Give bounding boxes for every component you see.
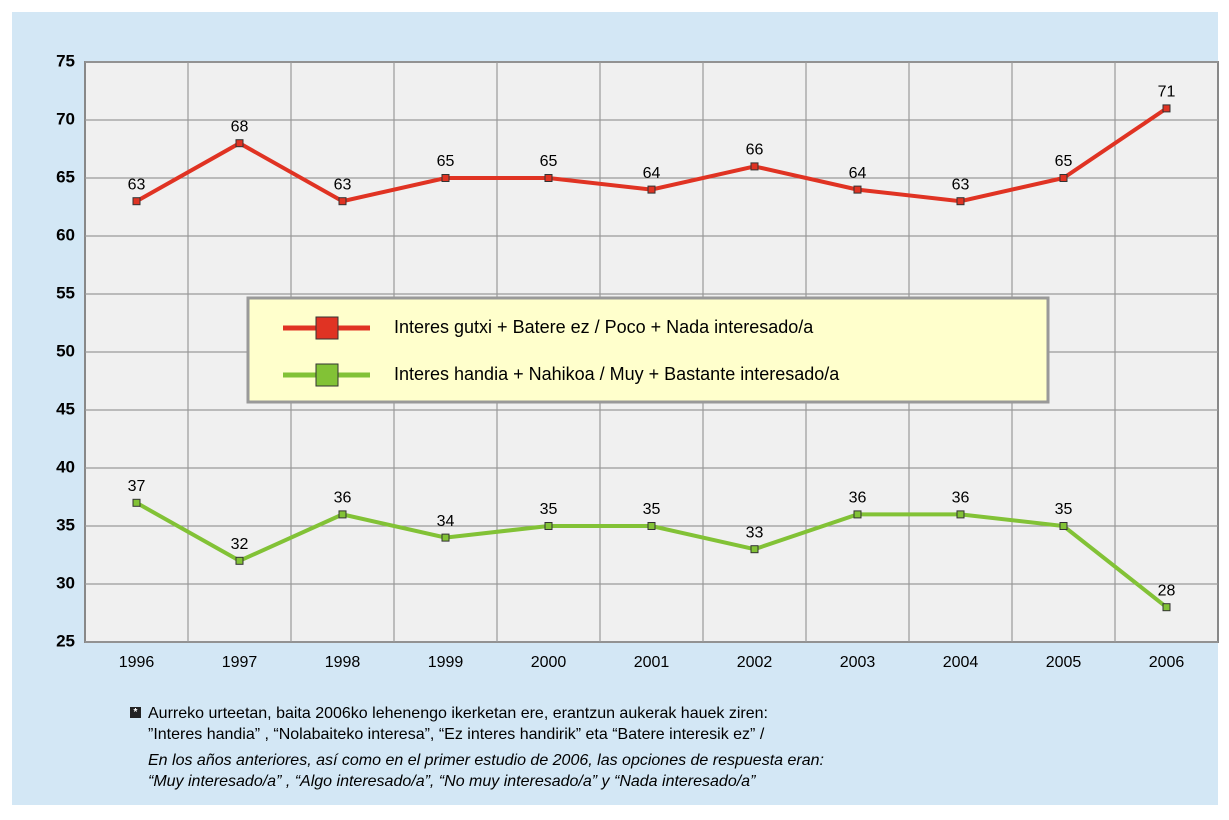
value-label: 65 — [437, 153, 455, 170]
point — [853, 510, 862, 519]
point — [750, 545, 759, 554]
point — [441, 174, 450, 182]
point — [441, 533, 450, 542]
value-label: 35 — [1055, 501, 1073, 518]
point — [1162, 603, 1171, 612]
value-label: 36 — [952, 490, 970, 507]
value-label: 64 — [849, 165, 867, 182]
point — [544, 522, 553, 530]
value-label: 65 — [1055, 153, 1073, 170]
x-tick-label: 1996 — [119, 654, 155, 671]
point — [132, 498, 141, 507]
value-label: 63 — [334, 176, 352, 193]
point — [647, 522, 656, 530]
point — [956, 510, 965, 519]
value-label: 68 — [231, 118, 249, 135]
point — [1059, 174, 1068, 182]
x-tick-label: 2006 — [1149, 654, 1185, 671]
x-tick-label: 2005 — [1046, 654, 1082, 671]
point — [1059, 522, 1068, 530]
value-label: 35 — [643, 501, 661, 518]
y-tick-label: 70 — [56, 109, 75, 128]
point — [750, 162, 759, 171]
point — [544, 174, 553, 182]
point — [853, 185, 862, 194]
point — [956, 197, 965, 206]
y-tick-label: 50 — [56, 341, 75, 360]
value-label: 34 — [437, 513, 455, 530]
point — [235, 139, 244, 148]
x-tick-label: 1998 — [325, 654, 361, 671]
value-label: 66 — [746, 142, 764, 159]
value-label: 32 — [231, 536, 249, 553]
y-tick-label: 75 — [56, 51, 75, 70]
point — [235, 556, 244, 565]
point — [1162, 104, 1171, 113]
legend-marker — [315, 363, 339, 387]
y-tick-label: 45 — [56, 399, 75, 418]
y-tick-label: 60 — [56, 225, 75, 244]
legend-marker — [315, 316, 339, 340]
y-tick-label: 40 — [56, 457, 75, 476]
x-tick-label: 2001 — [634, 654, 670, 671]
note-line: Aurreko urteetan, baita 2006ko lehenengo… — [148, 705, 768, 722]
note-line: “Muy interesado/a” , “Algo interesado/a”… — [148, 773, 756, 790]
value-label: 63 — [128, 176, 146, 193]
x-tick-label: 2004 — [943, 654, 979, 671]
value-label: 65 — [540, 153, 558, 170]
note-line: En los años anteriores, así como en el p… — [148, 752, 824, 769]
legend-label: Interes gutxi + Batere ez / Poco + Nada … — [394, 317, 814, 337]
value-label: 36 — [849, 490, 867, 507]
point — [132, 197, 141, 206]
note-icon — [130, 707, 141, 718]
value-label: 33 — [746, 524, 764, 541]
note-icon-star: * — [134, 707, 138, 718]
x-tick-label: 1999 — [428, 654, 464, 671]
value-label: 63 — [952, 176, 970, 193]
value-label: 35 — [540, 501, 558, 518]
legend — [246, 296, 1050, 404]
note-line: ”Interes handia” , “Nolabaiteko interesa… — [148, 726, 765, 743]
x-tick-label: 2000 — [531, 654, 567, 671]
y-tick-label: 65 — [56, 167, 75, 186]
point — [338, 510, 347, 519]
x-tick-label: 1997 — [222, 654, 258, 671]
legend-label: Interes handia + Nahikoa / Muy + Bastant… — [394, 364, 840, 384]
point — [338, 197, 347, 206]
point — [647, 185, 656, 194]
x-tick-label: 2003 — [840, 654, 876, 671]
y-tick-label: 35 — [56, 515, 75, 534]
y-tick-label: 25 — [56, 631, 75, 650]
value-label: 71 — [1158, 84, 1176, 101]
x-tick-label: 2002 — [737, 654, 773, 671]
y-tick-label: 30 — [56, 573, 75, 592]
y-tick-label: 55 — [56, 283, 75, 302]
value-label: 28 — [1158, 582, 1176, 599]
value-label: 36 — [334, 490, 352, 507]
value-label: 37 — [128, 478, 146, 495]
value-label: 64 — [643, 165, 661, 182]
